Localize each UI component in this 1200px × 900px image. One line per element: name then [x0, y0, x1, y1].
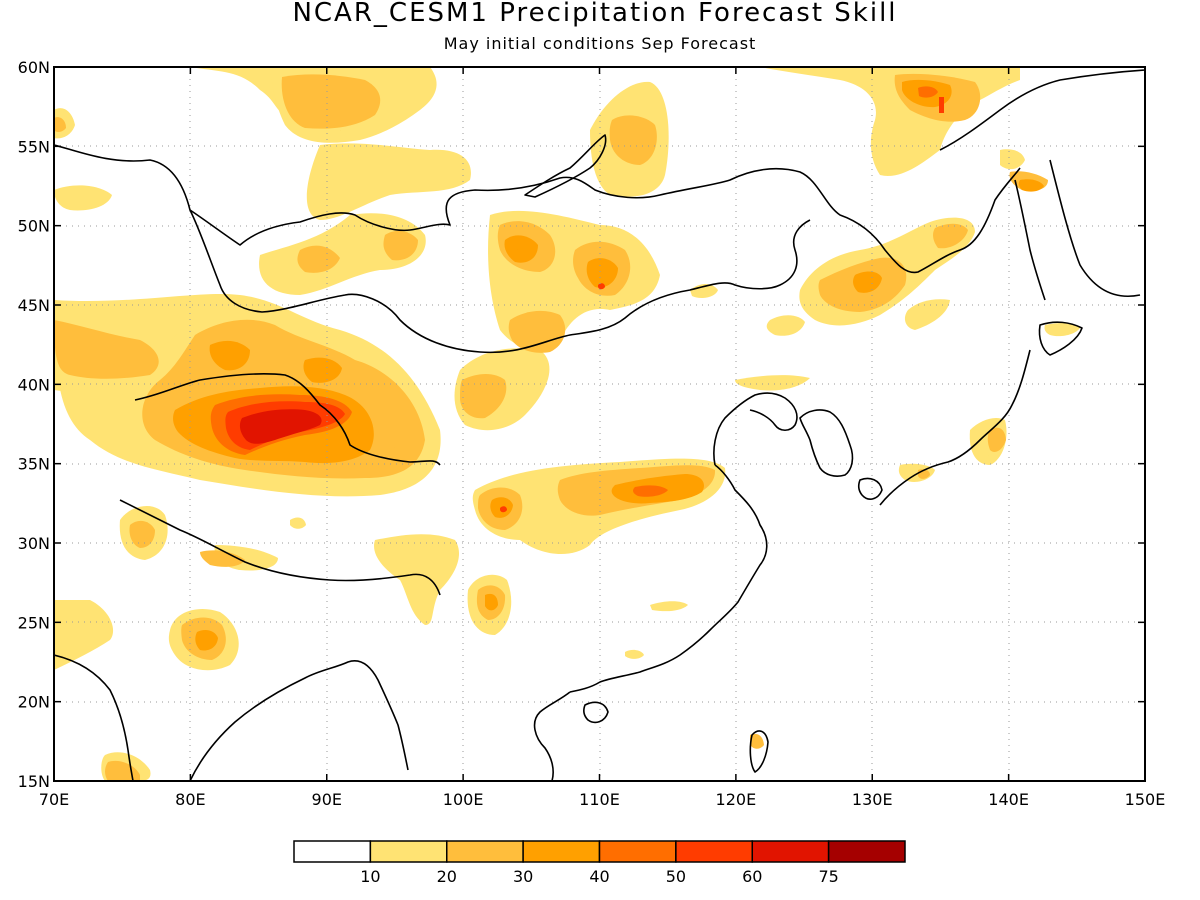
bay-of-bengal	[189, 660, 409, 781]
y-tick-label: 60N	[18, 58, 50, 77]
x-tick-label: 90E	[312, 790, 342, 809]
coast-bohai	[713, 392, 798, 466]
colorbar-swatch	[522, 840, 601, 863]
axis-tick-marks	[53, 66, 1146, 782]
skill-fill-layer	[54, 67, 1080, 781]
colorbar	[293, 840, 906, 863]
colorbar-swatch	[598, 840, 677, 863]
coast-east-china	[569, 464, 768, 693]
y-tick-label: 35N	[18, 455, 50, 474]
kyushu	[857, 477, 883, 500]
colorbar-swatch	[751, 840, 830, 863]
x-tick-label: 110E	[579, 790, 620, 809]
y-tick-label: 30N	[18, 534, 50, 553]
y-tick-label: 55N	[18, 137, 50, 156]
taiwan	[749, 730, 769, 773]
mongolia-border	[189, 209, 811, 354]
y-tick-label: 40N	[18, 375, 50, 394]
colorbar-swatch	[293, 840, 372, 863]
colorbar-label: 20	[437, 867, 457, 886]
india-coast	[54, 654, 134, 781]
hokkaido	[1038, 321, 1083, 356]
map-subtitle: May initial conditions Sep Forecast	[443, 34, 757, 53]
y-axis-tick-labels: 15N 20N 25N 30N 35N 40N 45N 50N 55N 60N	[18, 58, 50, 791]
x-tick-label: 130E	[852, 790, 893, 809]
x-tick-label: 70E	[39, 790, 69, 809]
tarim-basin	[134, 373, 441, 466]
korea	[799, 409, 854, 477]
hainan	[582, 701, 609, 724]
x-tick-label: 140E	[988, 790, 1029, 809]
colorbar-label: 50	[666, 867, 686, 886]
colorbar-label: 10	[360, 867, 380, 886]
x-tick-label: 150E	[1125, 790, 1166, 809]
x-tick-label: 80E	[175, 790, 205, 809]
okhotsk-coast	[1049, 159, 1141, 297]
y-tick-label: 25N	[18, 613, 50, 632]
skill-contour-60-75	[239, 409, 322, 444]
y-tick-label: 20N	[18, 693, 50, 712]
russia-pacific-coast	[939, 69, 1145, 151]
y-tick-label: 15N	[18, 772, 50, 791]
colorbar-label: 75	[818, 867, 838, 886]
colorbar-labels: 10 20 30 40 50 60 75	[360, 867, 839, 886]
x-tick-label: 100E	[443, 790, 484, 809]
baikal	[524, 134, 607, 198]
coast-vietnam	[533, 691, 571, 781]
colorbar-swatch	[446, 840, 524, 863]
grid-lines	[54, 67, 1145, 781]
coastlines-borders	[54, 69, 1145, 781]
y-tick-label: 50N	[18, 217, 50, 236]
map-title: NCAR_CESM1 Precipitation Forecast Skill	[292, 0, 898, 28]
y-tick-label: 45N	[18, 296, 50, 315]
colorbar-swatch	[369, 840, 448, 863]
colorbar-label: 60	[742, 867, 762, 886]
sakhalin	[1014, 179, 1046, 301]
colorbar-swatch	[675, 840, 753, 863]
colorbar-swatch	[827, 840, 906, 863]
colorbar-label: 30	[513, 867, 533, 886]
x-tick-label: 120E	[716, 790, 757, 809]
x-axis-tick-labels: 70E 80E 90E 100E 110E 120E 130E 140E 150E	[39, 790, 1166, 809]
himalaya-border	[119, 499, 441, 596]
japan-honshu	[879, 349, 1031, 506]
colorbar-label: 40	[589, 867, 609, 886]
